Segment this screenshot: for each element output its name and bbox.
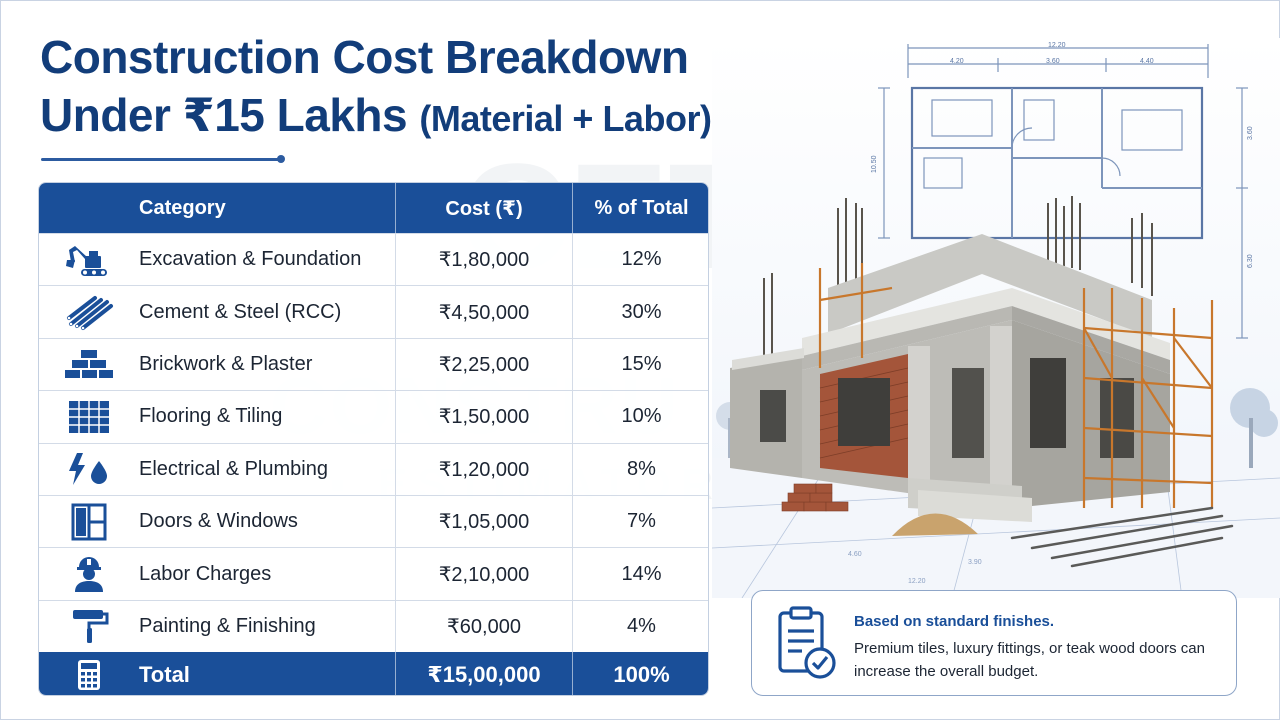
excavator-icon: [39, 234, 139, 285]
row-cost: ₹1,05,000: [438, 511, 530, 534]
row-cost: ₹1,80,000: [438, 249, 530, 272]
row-percent: 14%: [621, 562, 662, 585]
table-total-row: Total ₹15,00,000 100%: [39, 652, 708, 695]
blueprint-dim-right-2: 6.30: [1247, 254, 1254, 268]
table-row: Painting & Finishing ₹60,000 4%: [39, 599, 708, 653]
row-cost: ₹2,10,000: [438, 563, 530, 586]
worker-icon: [39, 548, 139, 599]
row-category: Electrical & Plumbing: [139, 457, 328, 480]
note-body: Premium tiles, luxury fittings, or teak …: [854, 640, 1205, 680]
bricks-icon: [39, 339, 139, 390]
ground-dim-1: 4.60: [848, 551, 862, 558]
total-cost: ₹15,00,000: [427, 661, 541, 687]
table-row: Excavation & Foundation ₹1,80,000 12%: [39, 233, 708, 286]
title-line-2: Under ₹15 Lakhs (Material + Labor): [40, 88, 760, 146]
brick-pile: [781, 483, 849, 512]
row-percent: 12%: [621, 248, 662, 271]
blueprint-dim-top-2: 3.60: [1046, 58, 1060, 65]
title-main: Under ₹15 Lakhs: [40, 89, 408, 141]
ground-rebars: [1010, 506, 1234, 568]
blueprint-dim-overall: 12.20: [1048, 42, 1066, 49]
table-row: Labor Charges ₹2,10,000 14%: [39, 547, 708, 600]
table-row: Cement & Steel (RCC) ₹4,50,000 30%: [39, 285, 708, 338]
table-header-row: Category Cost (₹) % of Total: [39, 183, 708, 233]
row-category: Painting & Finishing: [139, 614, 316, 637]
table-row: Doors & Windows ₹1,05,000 7%: [39, 495, 708, 548]
row-cost: ₹4,50,000: [438, 301, 530, 324]
house-construction-illustration: 12.20 4.20 3.60 4.40 10.50 3.60 6.30 4.6…: [712, 38, 1280, 598]
row-category: Excavation & Foundation: [139, 248, 362, 271]
row-percent: 15%: [621, 352, 662, 375]
page-title: Construction Cost Breakdown Under ₹15 La…: [40, 30, 760, 146]
row-cost: ₹1,20,000: [438, 458, 530, 481]
title-line-1: Construction Cost Breakdown: [40, 31, 689, 83]
bolt-drop-icon: [39, 444, 139, 495]
row-cost: ₹60,000: [447, 615, 521, 638]
table-row: Electrical & Plumbing ₹1,20,000 8%: [39, 442, 708, 495]
steel-rods-icon: [39, 286, 139, 337]
row-percent: 7%: [627, 510, 656, 533]
tree-right: [1230, 388, 1278, 468]
row-percent: 4%: [627, 614, 656, 637]
calculator-icon: [39, 652, 139, 695]
header-cost: Cost (₹): [445, 197, 523, 220]
row-category: Flooring & Tiling: [139, 405, 283, 428]
door-window-icon: [39, 496, 139, 547]
row-category: Brickwork & Plaster: [139, 352, 313, 375]
blueprint-dim-top-3: 4.40: [1140, 58, 1154, 65]
title-underline: [41, 155, 285, 163]
blueprint-floor-plan: [878, 44, 1248, 339]
total-label: Total: [139, 661, 190, 687]
tiles-icon: [39, 391, 139, 442]
row-percent: 10%: [621, 405, 662, 428]
title-subtitle: (Material + Labor): [419, 98, 712, 139]
row-cost: ₹1,50,000: [438, 406, 530, 429]
note-box: Based on standard finishes. Premium tile…: [751, 590, 1237, 696]
blueprint-dim-right-1: 3.60: [1247, 126, 1254, 140]
row-category: Doors & Windows: [139, 510, 298, 533]
scaffolding: [818, 263, 1214, 508]
header-percent: % of Total: [594, 196, 689, 219]
table-row: Brickwork & Plaster ₹2,25,000 15%: [39, 337, 708, 391]
ground-dim-3: 12.20: [908, 578, 926, 585]
table-row: Flooring & Tiling ₹1,50,000 10%: [39, 390, 708, 443]
ground-dim-2: 3.90: [968, 559, 982, 566]
sand-pile: [892, 513, 978, 536]
row-category: Labor Charges: [139, 562, 272, 585]
row-cost: ₹2,25,000: [438, 353, 530, 376]
paint-roller-icon: [39, 601, 139, 652]
checklist-icon: [778, 606, 836, 679]
row-category: Cement & Steel (RCC): [139, 300, 342, 323]
total-percent: 100%: [613, 661, 670, 687]
house-structure: [730, 234, 1170, 522]
blueprint-dim-left: 10.50: [871, 155, 878, 173]
blueprint-dim-top-1: 4.20: [950, 58, 964, 65]
row-percent: 30%: [621, 300, 662, 323]
note-heading: Based on standard finishes.: [854, 613, 1055, 630]
cost-table: Category Cost (₹) % of Total Excavation …: [38, 182, 709, 696]
header-category: Category: [139, 196, 226, 219]
row-percent: 8%: [627, 457, 656, 480]
